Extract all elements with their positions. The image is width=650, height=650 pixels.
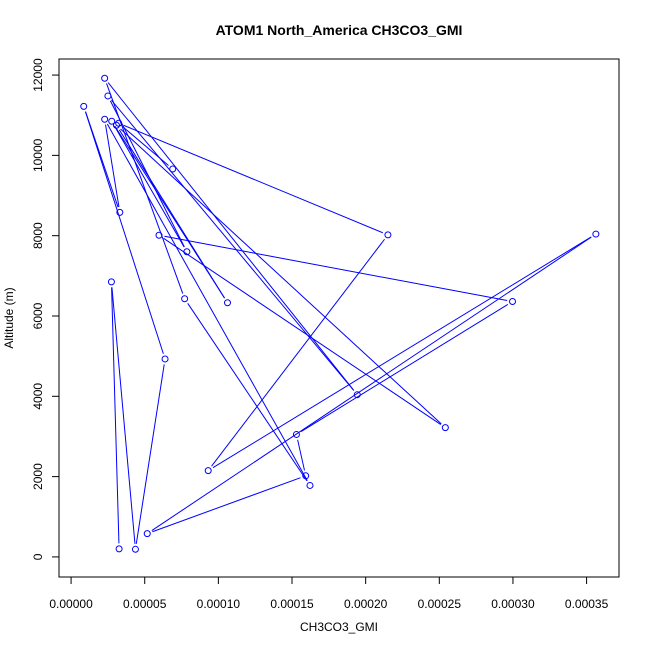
y-tick-label: 0: [31, 553, 45, 560]
data-point: [292, 430, 300, 438]
series-line-segment: [151, 236, 592, 531]
series-line-segment: [111, 99, 355, 391]
data-point: [384, 231, 392, 239]
data-point: [441, 424, 449, 432]
series-line-segment: [114, 125, 185, 248]
x-tick-label: 0.00025: [418, 597, 462, 611]
data-point: [592, 230, 600, 238]
data-point: [101, 115, 109, 123]
data-point: [104, 92, 112, 100]
series-line-segment: [111, 287, 120, 544]
y-tick-label: 4000: [31, 383, 45, 410]
x-tick-label: 0.00015: [270, 597, 314, 611]
data-point: [302, 472, 310, 480]
series-line-segment: [164, 235, 508, 302]
series-line-segment: [211, 238, 385, 467]
data-point: [108, 117, 116, 125]
data-point: [181, 295, 189, 303]
data-point: [101, 74, 109, 82]
series-line-segment: [120, 128, 442, 425]
y-tick-label: 8000: [31, 222, 45, 249]
x-axis-label: CH3CO3_GMI: [300, 620, 378, 634]
series-line-segment: [118, 129, 226, 299]
y-axis-label: Altitude (m): [2, 287, 16, 348]
data-point: [116, 208, 124, 216]
data-point: [353, 391, 361, 399]
y-tick-label: 6000: [31, 302, 45, 329]
data-point: [169, 165, 177, 173]
data-point: [306, 481, 314, 489]
data-point: [112, 121, 120, 129]
data-point: [115, 119, 123, 127]
x-tick-label: 0.00030: [491, 597, 535, 611]
x-tick-label: 0.00000: [49, 597, 93, 611]
x-axis: 0.00000 0.00005 0.00010 0.00015 0.00020 0.000…: [49, 576, 609, 611]
data-point: [143, 530, 151, 538]
y-tick-label: 10000: [31, 138, 45, 172]
x-tick-label: 0.00005: [123, 597, 167, 611]
series-line-segment: [135, 364, 165, 544]
x-tick-label: 0.00035: [565, 597, 609, 611]
y-tick-label: 2000: [31, 463, 45, 490]
data-point: [161, 355, 169, 363]
series-line-segment: [85, 111, 119, 208]
y-axis: 0 2000 4000 6000 8000 10000 12000: [31, 58, 60, 560]
series-line-segment: [300, 303, 509, 432]
data-point: [155, 231, 163, 239]
data-point: [183, 248, 191, 256]
series-line-segment: [105, 124, 120, 208]
series-line-segment: [212, 236, 592, 469]
chart-title: ATOM1 North_America CH3CO3_GMI: [216, 22, 463, 38]
data-point: [509, 298, 517, 306]
series-line-segment: [84, 111, 164, 354]
data-point: [107, 278, 115, 286]
data-point: [204, 467, 212, 475]
series-line-segment: [297, 439, 305, 471]
data-point: [131, 545, 139, 553]
series-line-segment: [187, 303, 308, 482]
series-line-segment: [152, 477, 301, 533]
series-altitude-profile: [80, 74, 600, 553]
data-point: [115, 545, 123, 553]
series-line-segment: [122, 126, 169, 166]
data-point: [80, 102, 88, 110]
data-point: [224, 299, 232, 307]
series-line-segment: [123, 124, 384, 234]
x-tick-label: 0.00010: [197, 597, 241, 611]
y-tick-label: 12000: [31, 58, 45, 92]
series-line-segment: [111, 287, 136, 544]
series-line-segment: [106, 123, 308, 481]
x-tick-label: 0.00020: [344, 597, 388, 611]
series-line-segment: [163, 237, 442, 425]
